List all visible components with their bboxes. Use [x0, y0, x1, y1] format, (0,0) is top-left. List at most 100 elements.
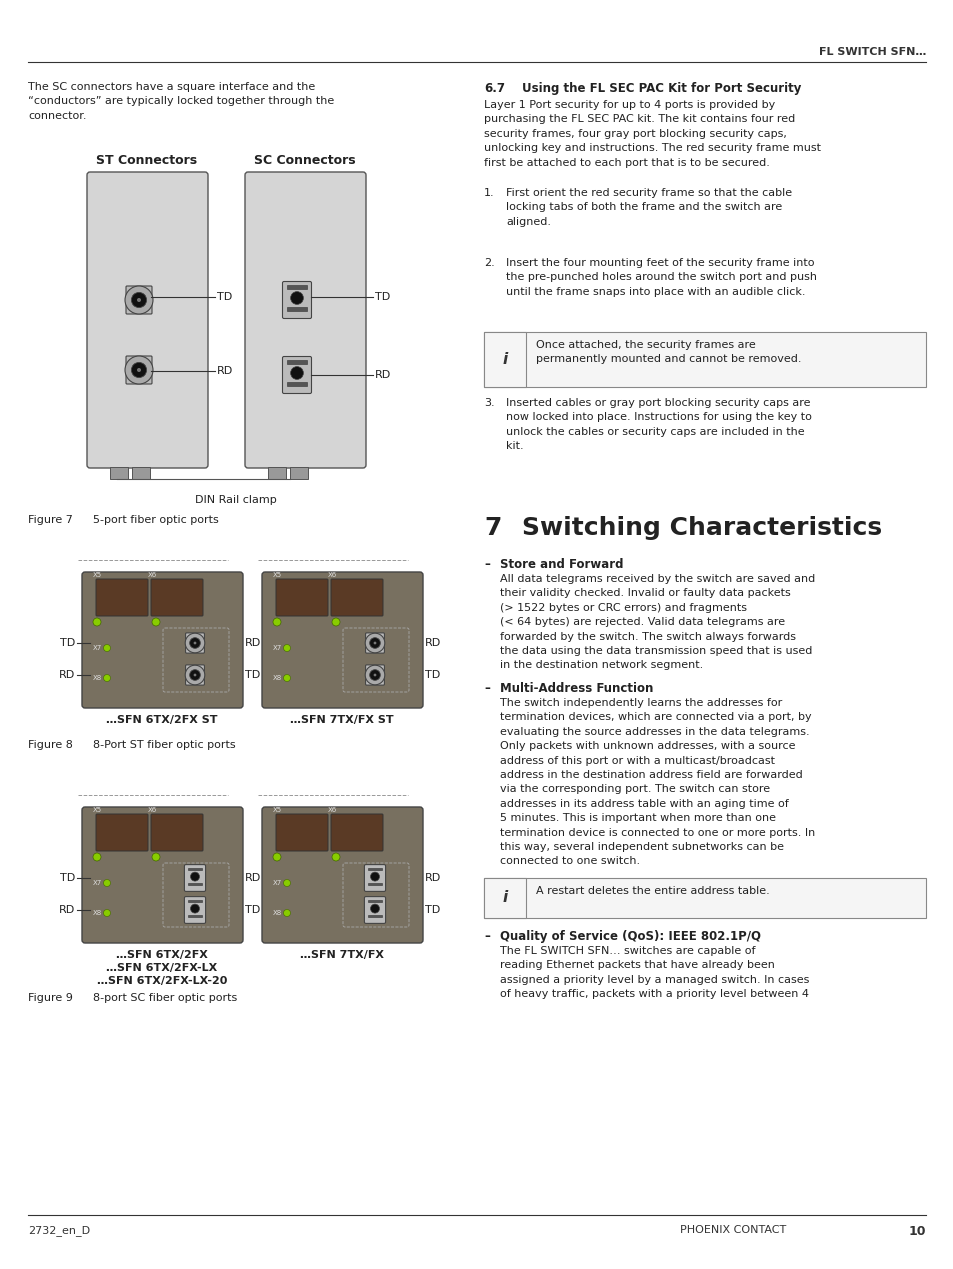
- FancyBboxPatch shape: [245, 173, 366, 468]
- Text: X5: X5: [273, 572, 282, 577]
- Bar: [287, 360, 307, 364]
- Text: The switch independently learns the addresses for
termination devices, which are: The switch independently learns the addr…: [499, 698, 815, 867]
- Text: X6: X6: [148, 572, 157, 577]
- Circle shape: [137, 298, 141, 302]
- Text: RD: RD: [59, 670, 75, 680]
- Circle shape: [137, 368, 141, 372]
- FancyBboxPatch shape: [364, 864, 385, 891]
- Circle shape: [191, 872, 199, 881]
- Text: DIN Rail clamp: DIN Rail clamp: [195, 495, 276, 505]
- Circle shape: [185, 633, 205, 652]
- Text: 3.: 3.: [483, 398, 494, 409]
- Text: …SFN 6TX/2FX
…SFN 6TX/2FX-LX
…SFN 6TX/2FX-LX-20: …SFN 6TX/2FX …SFN 6TX/2FX-LX …SFN 6TX/2F…: [96, 950, 227, 986]
- Text: RD: RD: [424, 873, 441, 883]
- Text: Once attached, the security frames are
permanently mounted and cannot be removed: Once attached, the security frames are p…: [536, 340, 801, 364]
- Text: X8: X8: [273, 675, 282, 681]
- Text: 2732_en_D: 2732_en_D: [28, 1225, 90, 1236]
- Circle shape: [283, 645, 291, 651]
- Bar: [290, 467, 308, 478]
- Circle shape: [283, 910, 291, 916]
- Circle shape: [332, 618, 339, 626]
- Text: Figure 8: Figure 8: [28, 740, 72, 750]
- Text: X6: X6: [328, 807, 337, 813]
- Text: –: –: [483, 681, 489, 695]
- Text: FL SWITCH SFN…: FL SWITCH SFN…: [818, 47, 925, 57]
- Text: i: i: [502, 891, 507, 906]
- FancyBboxPatch shape: [331, 813, 382, 851]
- FancyBboxPatch shape: [364, 897, 385, 924]
- Bar: [188, 868, 202, 871]
- Circle shape: [152, 618, 160, 626]
- Bar: [287, 382, 307, 386]
- Text: First orient the red security frame so that the cable
locking tabs of both the f: First orient the red security frame so t…: [505, 188, 791, 227]
- Circle shape: [332, 853, 339, 860]
- Circle shape: [273, 853, 281, 860]
- Bar: [368, 915, 381, 917]
- FancyBboxPatch shape: [282, 357, 312, 393]
- Circle shape: [103, 910, 111, 916]
- Text: Store and Forward: Store and Forward: [499, 558, 623, 571]
- Bar: [483, 332, 525, 387]
- FancyBboxPatch shape: [184, 864, 206, 891]
- Bar: [188, 883, 202, 886]
- Bar: [268, 467, 286, 478]
- Text: TD: TD: [245, 905, 260, 915]
- Bar: [132, 467, 150, 478]
- FancyBboxPatch shape: [365, 633, 384, 654]
- FancyBboxPatch shape: [82, 572, 243, 708]
- Circle shape: [283, 675, 291, 681]
- Circle shape: [374, 674, 376, 676]
- Bar: [368, 868, 381, 871]
- Text: Inserted cables or gray port blocking security caps are
now locked into place. I: Inserted cables or gray port blocking se…: [505, 398, 811, 452]
- FancyBboxPatch shape: [186, 665, 204, 685]
- FancyBboxPatch shape: [96, 579, 148, 615]
- FancyBboxPatch shape: [96, 813, 148, 851]
- Circle shape: [283, 879, 291, 887]
- Text: SC Connectors: SC Connectors: [253, 154, 355, 168]
- Text: TD: TD: [60, 638, 75, 648]
- Text: 7: 7: [483, 516, 501, 541]
- Bar: [287, 307, 307, 311]
- Text: TD: TD: [245, 670, 260, 680]
- FancyBboxPatch shape: [151, 813, 203, 851]
- Text: 6.7: 6.7: [483, 82, 504, 95]
- Text: Multi-Address Function: Multi-Address Function: [499, 681, 653, 695]
- Text: All data telegrams received by the switch are saved and
their validity checked. : All data telegrams received by the switc…: [499, 574, 815, 670]
- Circle shape: [370, 872, 379, 881]
- Circle shape: [370, 904, 379, 914]
- Bar: [188, 915, 202, 917]
- FancyBboxPatch shape: [365, 665, 384, 685]
- Circle shape: [185, 665, 205, 685]
- Bar: [287, 286, 307, 288]
- Text: 8-Port ST fiber optic ports: 8-Port ST fiber optic ports: [92, 740, 235, 750]
- Circle shape: [103, 675, 111, 681]
- Text: X5: X5: [92, 572, 102, 577]
- Circle shape: [291, 367, 303, 379]
- FancyBboxPatch shape: [126, 357, 152, 385]
- Text: –: –: [483, 930, 489, 943]
- Bar: [483, 332, 925, 387]
- Text: ST Connectors: ST Connectors: [96, 154, 197, 168]
- Circle shape: [125, 357, 152, 385]
- FancyBboxPatch shape: [184, 897, 206, 924]
- Text: X8: X8: [92, 910, 102, 916]
- Text: TD: TD: [216, 292, 232, 302]
- Text: RD: RD: [245, 873, 261, 883]
- Circle shape: [103, 879, 111, 887]
- Text: Using the FL SEC PAC Kit for Port Security: Using the FL SEC PAC Kit for Port Securi…: [521, 82, 801, 95]
- Text: X7: X7: [273, 645, 282, 651]
- Text: TD: TD: [424, 905, 439, 915]
- Circle shape: [370, 638, 380, 648]
- Text: Figure 9: Figure 9: [28, 994, 72, 1003]
- FancyBboxPatch shape: [87, 173, 208, 468]
- Text: 5-port fiber optic ports: 5-port fiber optic ports: [92, 515, 218, 525]
- Circle shape: [103, 645, 111, 651]
- Circle shape: [193, 642, 196, 645]
- FancyBboxPatch shape: [151, 579, 203, 615]
- Text: …SFN 6TX/2FX ST: …SFN 6TX/2FX ST: [106, 714, 217, 725]
- Circle shape: [374, 642, 376, 645]
- Text: A restart deletes the entire address table.: A restart deletes the entire address tab…: [536, 886, 769, 896]
- Circle shape: [92, 853, 101, 860]
- Text: X6: X6: [148, 807, 157, 813]
- Text: RD: RD: [375, 371, 391, 379]
